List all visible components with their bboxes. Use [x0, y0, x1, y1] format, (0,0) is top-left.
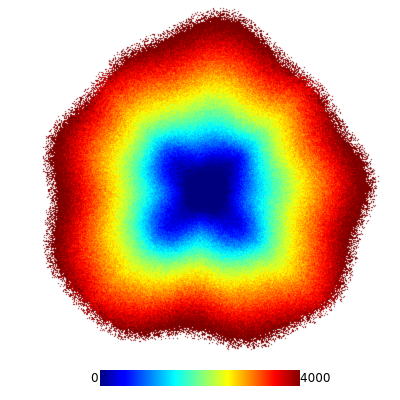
colorbar-max-label: 4000	[300, 371, 331, 385]
colorbar	[100, 370, 300, 386]
heatmap-plot	[0, 0, 400, 360]
colorbar-gradient	[100, 370, 300, 386]
colorbar-min-label: 0	[91, 371, 99, 385]
